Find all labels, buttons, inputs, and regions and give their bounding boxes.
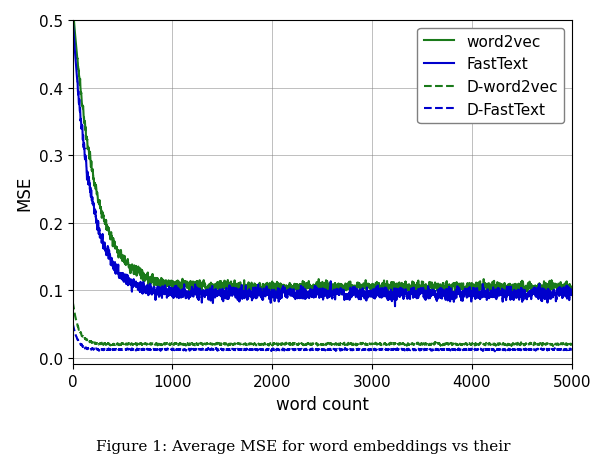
word2vec xyxy=(260,285,267,290)
Legend: word2vec, FastText, D-word2vec, D-FastText: word2vec, FastText, D-word2vec, D-FastTe… xyxy=(418,29,564,123)
FastText xyxy=(368,291,376,296)
FastText xyxy=(442,295,449,300)
D-FastText xyxy=(368,347,376,353)
D-FastText xyxy=(69,321,76,327)
D-word2vec xyxy=(159,342,167,347)
FastText xyxy=(391,304,399,309)
D-FastText xyxy=(568,347,575,352)
FastText xyxy=(160,288,167,294)
D-FastText xyxy=(479,348,487,354)
FastText xyxy=(568,292,575,298)
FastText xyxy=(479,288,487,294)
X-axis label: word count: word count xyxy=(276,395,368,413)
Y-axis label: MSE: MSE xyxy=(15,175,33,210)
word2vec xyxy=(568,288,575,293)
D-FastText xyxy=(260,347,267,353)
word2vec xyxy=(479,287,487,292)
D-word2vec xyxy=(441,342,448,348)
word2vec xyxy=(69,28,76,34)
D-word2vec xyxy=(69,299,76,305)
word2vec xyxy=(442,285,449,291)
D-word2vec xyxy=(368,341,376,347)
D-word2vec xyxy=(393,343,401,348)
D-word2vec xyxy=(479,342,487,347)
Line: FastText: FastText xyxy=(73,21,571,307)
Line: D-FastText: D-FastText xyxy=(73,324,571,352)
D-FastText xyxy=(159,347,167,353)
word2vec xyxy=(325,293,333,298)
FastText xyxy=(69,18,76,24)
D-FastText xyxy=(491,349,498,354)
word2vec xyxy=(160,279,167,284)
FastText xyxy=(260,290,267,295)
FastText xyxy=(69,59,76,64)
Text: Figure 1: Average MSE for word embeddings vs their: Figure 1: Average MSE for word embedding… xyxy=(96,440,510,454)
word2vec xyxy=(69,4,76,10)
word2vec xyxy=(368,286,376,292)
word2vec xyxy=(394,282,401,288)
D-FastText xyxy=(441,346,448,352)
D-FastText xyxy=(393,346,401,352)
FastText xyxy=(394,288,401,294)
Line: word2vec: word2vec xyxy=(73,7,571,295)
Line: D-word2vec: D-word2vec xyxy=(73,302,571,346)
D-word2vec xyxy=(568,343,575,349)
D-word2vec xyxy=(550,344,557,349)
D-word2vec xyxy=(260,342,267,347)
